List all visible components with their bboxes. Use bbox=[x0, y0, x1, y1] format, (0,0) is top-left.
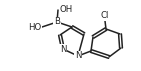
Text: B: B bbox=[54, 17, 60, 26]
Text: Cl: Cl bbox=[101, 11, 109, 20]
Text: N: N bbox=[75, 51, 81, 60]
Text: N: N bbox=[60, 45, 66, 54]
Text: HO: HO bbox=[28, 23, 41, 32]
Text: OH: OH bbox=[60, 5, 73, 14]
